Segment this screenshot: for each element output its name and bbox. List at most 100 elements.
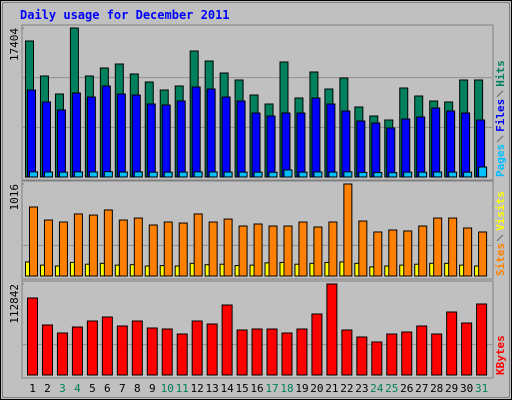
bar bbox=[221, 304, 233, 376]
bar bbox=[116, 93, 126, 178]
bar bbox=[328, 221, 338, 277]
bar bbox=[118, 171, 128, 178]
bar bbox=[178, 171, 188, 178]
bar bbox=[433, 171, 443, 178]
bar bbox=[148, 171, 158, 178]
x-tick-label: 5 bbox=[89, 382, 96, 395]
bar bbox=[343, 183, 353, 277]
legend-entry: Hits bbox=[494, 60, 507, 87]
bar bbox=[418, 171, 428, 178]
x-tick-label: 8 bbox=[134, 382, 141, 395]
bar bbox=[341, 110, 351, 178]
bar bbox=[266, 328, 278, 376]
bar bbox=[266, 115, 276, 178]
bar bbox=[221, 96, 231, 178]
bar bbox=[88, 214, 98, 277]
bar bbox=[103, 171, 113, 178]
bar bbox=[161, 104, 171, 178]
bar bbox=[236, 100, 246, 178]
bar bbox=[116, 325, 128, 376]
bar bbox=[161, 328, 173, 376]
x-tick-label: 19 bbox=[295, 382, 308, 395]
bar bbox=[58, 221, 68, 277]
bar bbox=[86, 96, 96, 178]
bar bbox=[73, 213, 83, 277]
x-tick-label: 30 bbox=[460, 382, 473, 395]
legend-separator bbox=[496, 234, 504, 242]
bar bbox=[133, 217, 143, 277]
bar bbox=[461, 322, 473, 376]
bar bbox=[101, 85, 111, 178]
bar bbox=[478, 166, 488, 178]
bar bbox=[251, 112, 261, 178]
bar bbox=[163, 221, 173, 277]
bar bbox=[27, 89, 36, 178]
bar bbox=[176, 100, 186, 178]
bar bbox=[268, 225, 278, 277]
bar bbox=[328, 171, 338, 178]
x-tick-label: 18 bbox=[280, 382, 293, 395]
legend-entry: Pages bbox=[494, 144, 507, 177]
bar bbox=[431, 107, 441, 178]
bar bbox=[176, 333, 188, 376]
bar bbox=[163, 171, 173, 178]
x-tick-label: 2 bbox=[44, 382, 51, 395]
bar bbox=[73, 171, 83, 178]
bar bbox=[56, 109, 66, 178]
bar bbox=[401, 331, 413, 376]
bar bbox=[313, 171, 323, 178]
bar bbox=[253, 223, 263, 277]
bar bbox=[418, 225, 428, 277]
bar bbox=[118, 219, 128, 277]
bar bbox=[88, 171, 98, 178]
x-tick-label: 25 bbox=[385, 382, 398, 395]
x-tick-label: 10 bbox=[161, 382, 174, 395]
bar bbox=[41, 324, 53, 376]
bar bbox=[416, 116, 426, 178]
bar bbox=[296, 112, 306, 178]
legend-separator bbox=[496, 135, 504, 143]
x-tick-label: 14 bbox=[220, 382, 234, 395]
bar bbox=[253, 171, 263, 178]
x-tick-label: 9 bbox=[149, 382, 156, 395]
bar bbox=[58, 171, 68, 178]
bar bbox=[131, 320, 143, 376]
bar bbox=[313, 226, 323, 277]
bar bbox=[341, 329, 353, 376]
x-tick-label: 28 bbox=[430, 382, 443, 395]
bar bbox=[71, 326, 83, 376]
x-tick-label: 16 bbox=[250, 382, 263, 395]
bar bbox=[146, 327, 158, 376]
bar bbox=[373, 172, 383, 178]
bar bbox=[386, 333, 398, 376]
bar bbox=[401, 118, 411, 178]
bar bbox=[311, 97, 321, 178]
bar bbox=[283, 169, 293, 178]
x-tick-label: 6 bbox=[104, 382, 111, 395]
bar bbox=[29, 206, 38, 277]
bar bbox=[416, 325, 428, 376]
x-tick-label: 17 bbox=[265, 382, 278, 395]
bar bbox=[461, 112, 471, 178]
x-tick-label: 24 bbox=[370, 382, 384, 395]
x-tick-label: 3 bbox=[59, 382, 66, 395]
x-tick-label: 27 bbox=[415, 382, 428, 395]
x-tick-label: 21 bbox=[325, 382, 338, 395]
bar bbox=[283, 225, 293, 277]
x-tick-label: 29 bbox=[445, 382, 458, 395]
x-tick-label: 12 bbox=[191, 382, 204, 395]
bar bbox=[463, 171, 473, 178]
bar bbox=[56, 332, 68, 376]
x-tick-label: 13 bbox=[206, 382, 219, 395]
bar bbox=[386, 127, 396, 178]
bar bbox=[448, 217, 458, 277]
bar bbox=[403, 230, 413, 277]
bar bbox=[206, 323, 218, 376]
bar bbox=[326, 283, 338, 376]
bar bbox=[193, 171, 203, 178]
x-tick-label: 31 bbox=[475, 382, 488, 395]
bar bbox=[131, 94, 141, 178]
bar bbox=[358, 220, 368, 277]
bar bbox=[373, 231, 383, 277]
bar bbox=[191, 320, 203, 376]
